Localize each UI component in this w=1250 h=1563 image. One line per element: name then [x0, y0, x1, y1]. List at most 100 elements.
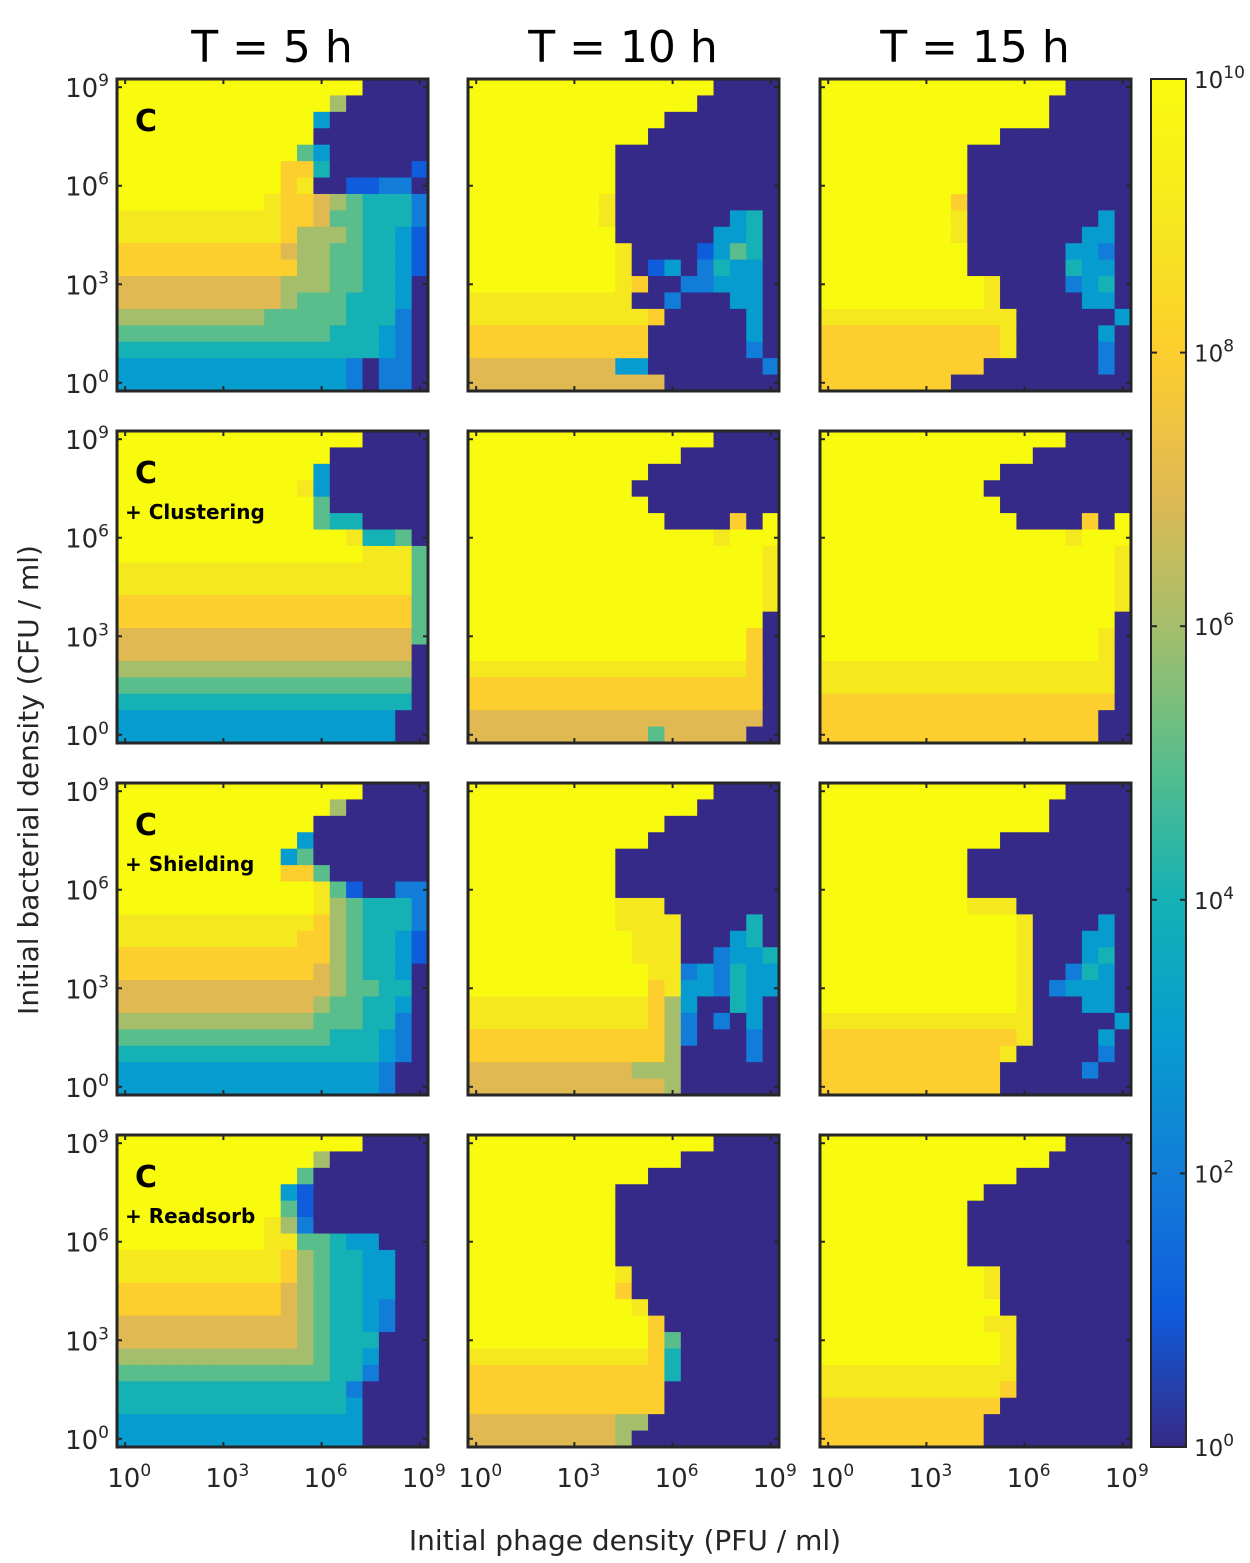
- heatmap-cell: [198, 496, 216, 514]
- y-tick-label: 106: [65, 170, 109, 203]
- heatmap-cell: [680, 358, 698, 376]
- heatmap-cell: [517, 1200, 535, 1218]
- heatmap-cell: [133, 914, 151, 932]
- heatmap-cell: [264, 1414, 282, 1432]
- heatmap-cell: [517, 865, 535, 883]
- heatmap-cell: [1000, 1315, 1018, 1333]
- heatmap-cell: [983, 947, 1001, 965]
- heatmap-cell: [329, 374, 347, 392]
- heatmap-cell: [117, 815, 134, 833]
- heatmap-cell: [484, 1299, 502, 1317]
- heatmap-cell: [967, 595, 985, 613]
- heatmap-cell: [231, 611, 249, 629]
- heatmap-cell: [1000, 325, 1018, 343]
- heatmap-cell: [117, 660, 134, 678]
- heatmap-cell: [918, 308, 936, 326]
- heatmap-cell: [247, 226, 265, 244]
- heatmap-cell: [869, 276, 887, 294]
- heatmap-cell: [582, 1151, 600, 1169]
- heatmap-cell: [648, 1364, 666, 1382]
- heatmap-cell: [648, 660, 666, 678]
- heatmap-cell: [885, 358, 903, 376]
- heatmap-cell: [313, 463, 331, 481]
- heatmap-cell: [346, 897, 364, 915]
- heatmap-cell: [117, 226, 134, 244]
- heatmap-cell: [1081, 513, 1099, 531]
- heatmap-cell: [1032, 1200, 1050, 1218]
- heatmap-cell: [198, 79, 216, 97]
- heatmap-cell: [598, 545, 616, 563]
- heatmap-cell: [983, 111, 1001, 129]
- heatmap-cell: [934, 308, 952, 326]
- heatmap-cell: [836, 276, 854, 294]
- heatmap-cell: [264, 1233, 282, 1251]
- heatmap-cell: [762, 144, 780, 162]
- heatmap-cell: [378, 1200, 396, 1218]
- heatmap-cell: [615, 726, 633, 744]
- heatmap-cell: [983, 660, 1001, 678]
- heatmap-cell: [297, 644, 315, 662]
- heatmap-cell: [198, 128, 216, 146]
- heatmap-cell: [198, 1414, 216, 1432]
- heatmap-cell: [566, 292, 584, 310]
- heatmap-cell: [582, 177, 600, 195]
- heatmap-cell: [484, 726, 502, 744]
- heatmap-cell: [362, 628, 380, 646]
- heatmap-cell: [983, 226, 1001, 244]
- heatmap-cell: [215, 1012, 233, 1030]
- heatmap-cell: [411, 325, 429, 343]
- heatmap-cell: [598, 611, 616, 629]
- heatmap-cell: [934, 128, 952, 146]
- heatmap-cell: [1000, 611, 1018, 629]
- heatmap-cell: [1098, 1364, 1116, 1382]
- heatmap-cell: [836, 447, 854, 465]
- heatmap-cell: [631, 677, 649, 695]
- heatmap-cell: [852, 1200, 870, 1218]
- heatmap-cell: [297, 1012, 315, 1030]
- heatmap-cell: [231, 881, 249, 899]
- x-tick-label: 109: [402, 1461, 446, 1494]
- heatmap-cell: [297, 1184, 315, 1202]
- heatmap-cell: [598, 1249, 616, 1267]
- heatmap-cell: [983, 628, 1001, 646]
- heatmap-cell: [729, 374, 747, 392]
- heatmap-cell: [133, 513, 151, 531]
- heatmap-cell: [247, 276, 265, 294]
- heatmap-cell: [901, 1364, 919, 1382]
- heatmap-cell: [1098, 644, 1116, 662]
- heatmap-cell: [901, 276, 919, 294]
- heatmap-cell: [950, 1430, 968, 1448]
- heatmap-cell: [934, 79, 952, 97]
- heatmap-cell: [198, 1029, 216, 1047]
- heatmap-cell: [762, 963, 780, 981]
- heatmap-cell: [1000, 693, 1018, 711]
- heatmap-cell: [967, 628, 985, 646]
- heatmap-cell: [468, 996, 485, 1014]
- heatmap-cell: [1098, 292, 1116, 310]
- heatmap-cell: [247, 1012, 265, 1030]
- heatmap-cell: [500, 996, 518, 1014]
- heatmap-cell: [852, 1299, 870, 1317]
- heatmap-cell: [598, 325, 616, 343]
- heatmap-cell: [582, 1282, 600, 1300]
- heatmap-cell: [149, 226, 167, 244]
- heatmap-cell: [697, 513, 715, 531]
- heatmap-cell: [885, 628, 903, 646]
- heatmap-cell: [378, 177, 396, 195]
- heatmap-cell: [231, 996, 249, 1014]
- heatmap-cell: [967, 1078, 985, 1096]
- heatmap-cell: [1000, 578, 1018, 596]
- heatmap-cell: [680, 513, 698, 531]
- heatmap-cell: [378, 1282, 396, 1300]
- heatmap-cell: [297, 545, 315, 563]
- heatmap-cell: [117, 144, 134, 162]
- heatmap-cell: [582, 799, 600, 817]
- heatmap-cell: [901, 79, 919, 97]
- heatmap-cell: [885, 529, 903, 547]
- heatmap-cell: [533, 111, 551, 129]
- y-tick-label: 109: [65, 71, 109, 104]
- heatmap-cell: [313, 1381, 331, 1399]
- heatmap-cell: [117, 1315, 134, 1333]
- heatmap-cell: [582, 1397, 600, 1415]
- heatmap-cell: [484, 865, 502, 883]
